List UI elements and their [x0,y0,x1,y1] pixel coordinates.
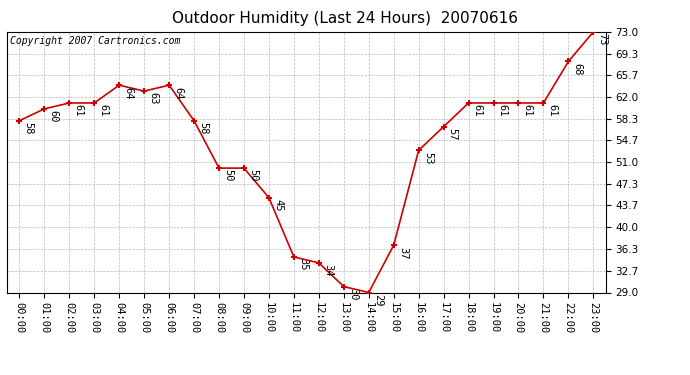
Text: 61: 61 [522,104,533,117]
Text: 63: 63 [148,93,158,105]
Text: 60: 60 [48,110,59,123]
Text: 29: 29 [373,294,383,306]
Text: 45: 45 [273,199,283,211]
Text: 35: 35 [298,258,308,271]
Text: 37: 37 [398,246,408,259]
Text: 30: 30 [348,288,358,300]
Text: 61: 61 [548,104,558,117]
Text: 61: 61 [99,104,108,117]
Text: 58: 58 [198,122,208,135]
Text: 61: 61 [497,104,508,117]
Text: 50: 50 [223,170,233,182]
Text: 58: 58 [23,122,34,135]
Text: 61: 61 [473,104,483,117]
Text: Copyright 2007 Cartronics.com: Copyright 2007 Cartronics.com [10,36,180,46]
Text: 68: 68 [573,63,582,75]
Text: 64: 64 [124,87,133,99]
Text: Outdoor Humidity (Last 24 Hours)  20070616: Outdoor Humidity (Last 24 Hours) 2007061… [172,11,518,26]
Text: 73: 73 [598,33,607,46]
Text: 34: 34 [323,264,333,277]
Text: 50: 50 [248,170,258,182]
Text: 61: 61 [73,104,83,117]
Text: 64: 64 [173,87,184,99]
Text: 53: 53 [423,152,433,164]
Text: 57: 57 [448,128,457,141]
